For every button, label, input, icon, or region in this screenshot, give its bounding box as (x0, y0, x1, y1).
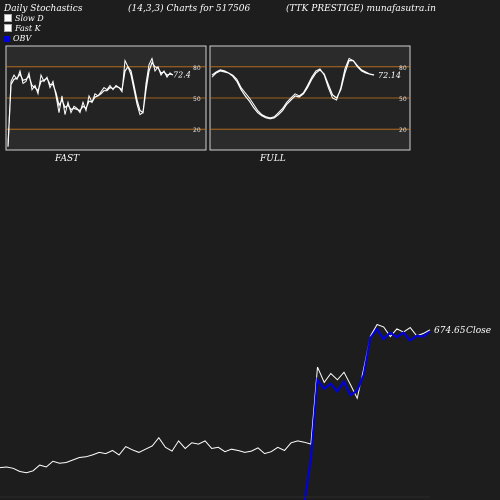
chart-source: (TTK PRESTIGE) munafasutra.in (286, 4, 436, 14)
full-series-line-fast-k (211, 57, 375, 119)
fast-last-value-label: 72.4 (173, 71, 191, 80)
fast-series-line-slow-d (7, 61, 174, 146)
chart-subtitle: (14,3,3) Charts for 517506 (128, 4, 251, 14)
legend-label-obv: OBV (13, 34, 32, 43)
legend-swatch-slow-d (4, 14, 12, 22)
legend-item-slow-d: Slow D (4, 14, 44, 23)
full-level-label-80: 80 (399, 65, 407, 72)
full-panel-label: FULL (259, 154, 286, 164)
legend-swatch-obv (4, 36, 10, 42)
fast-level-label-20: 20 (193, 127, 201, 134)
legend-item-fast-k: Fast K (4, 24, 41, 33)
full-last-value-label: 72.14 (378, 71, 401, 80)
legend-swatch-fast-k (4, 24, 12, 32)
fast-level-label-80: 80 (193, 65, 201, 72)
legend-item-obv: OBV (4, 34, 31, 43)
chart-title: Daily Stochastics (4, 4, 83, 14)
obv-line (303, 326, 431, 500)
fast-level-label-50: 50 (193, 96, 201, 103)
full-level-label-20: 20 (399, 127, 407, 134)
price-line (0, 323, 431, 474)
legend-label-fast-k: Fast K (15, 24, 41, 33)
full-level-label-50: 50 (399, 96, 407, 103)
price-close-label: Close (466, 326, 491, 336)
price-last-value-label: 674.65 (434, 326, 466, 336)
fast-panel-label: FAST (54, 154, 80, 164)
fast-series-line-fast-k (7, 57, 174, 147)
legend-label-slow-d: Slow D (15, 14, 44, 23)
full-series-line-slow-d (211, 60, 375, 120)
